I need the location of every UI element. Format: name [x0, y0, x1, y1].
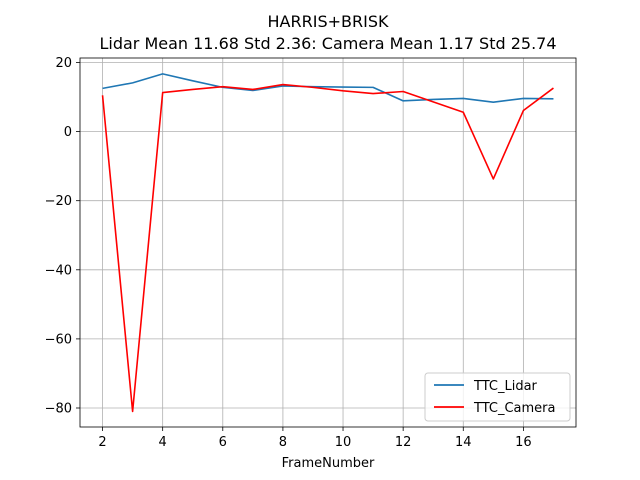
chart-title-line2: Lidar Mean 11.68 Std 2.36: Camera Mean 1… [99, 34, 556, 53]
x-tick-label: 10 [335, 435, 352, 450]
legend: TTC_Lidar TTC_Camera [424, 372, 571, 422]
y-tick-label: −40 [45, 263, 72, 278]
legend-label: TTC_Lidar [473, 379, 538, 394]
y-tick-label: −60 [45, 332, 72, 347]
x-tick-label: 4 [159, 435, 167, 450]
plot-area [80, 58, 576, 427]
x-tick-label: 8 [279, 435, 287, 450]
x-tick-label: 12 [395, 435, 412, 450]
axis-ticks: 2 4 6 8 10 12 14 16 20 0 −20 −40 −60 −80 [45, 56, 532, 450]
x-tick-label: 6 [219, 435, 227, 450]
y-tick-label: −80 [45, 401, 72, 416]
series-lines [101, 73, 554, 413]
x-tick-label: 16 [515, 435, 532, 450]
y-tick-label: −20 [45, 194, 72, 209]
x-tick-label: 14 [455, 435, 472, 450]
x-tick-label: 2 [98, 435, 106, 450]
series-line-ttc-lidar [102, 73, 554, 104]
legend-label: TTC_Camera [473, 401, 556, 416]
chart-title-line1: HARRIS+BRISK [268, 12, 389, 31]
grid-lines [80, 58, 576, 427]
y-tick-label: 20 [55, 56, 72, 71]
x-axis-label: FrameNumber [282, 456, 375, 471]
y-tick-label: 0 [64, 125, 72, 140]
series-line-ttc-camera [101, 83, 554, 413]
plot-frame [79, 57, 577, 428]
